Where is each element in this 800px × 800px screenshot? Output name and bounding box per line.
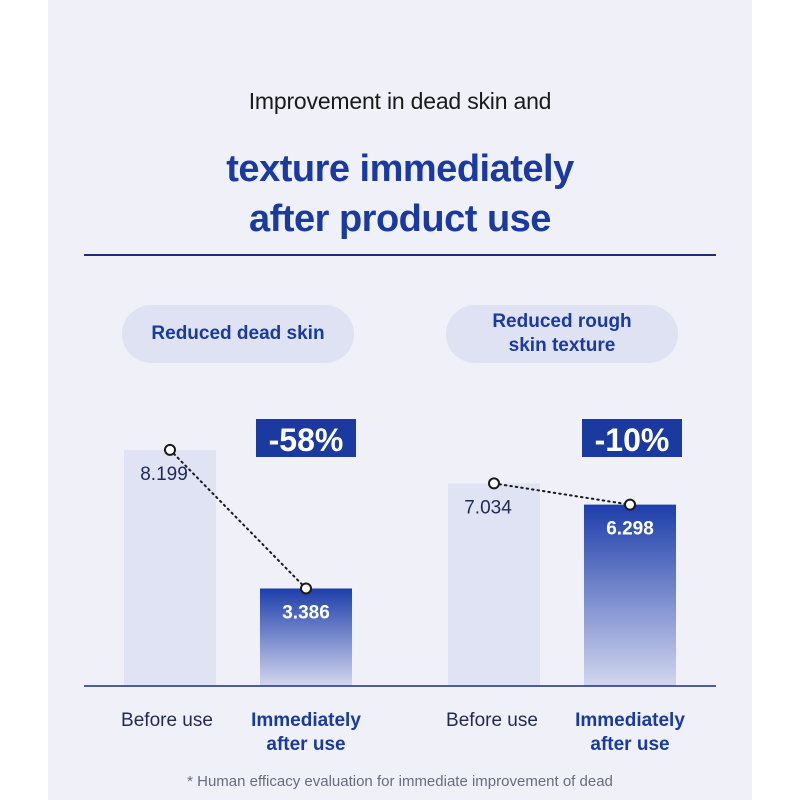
chart-2-value-label-2: 6.298 <box>606 519 654 540</box>
chart-2-connector-line <box>493 482 631 506</box>
chart-2-change-badge <box>582 419 682 457</box>
chart-1-marker-2 <box>300 582 312 595</box>
chart-1-change-label: -58% <box>269 422 344 458</box>
headline: texture immediately after product use <box>0 144 800 244</box>
chart-1-title-pill: Reduced dead skin <box>122 305 354 363</box>
chart-2-value-label-1: 7.034 <box>464 497 512 518</box>
headline-line-1: texture immediately <box>226 148 574 190</box>
divider-line <box>84 254 716 256</box>
chart-1-value-label-2: 3.386 <box>282 602 330 623</box>
chart-1-title: Reduced dead skin <box>151 323 325 344</box>
chart-2-bar-before <box>448 483 540 686</box>
chart-1-marker-1 <box>164 443 176 456</box>
chart-1-category-label-2: Immediately after use <box>251 710 361 755</box>
chart-2-bar-after <box>584 504 676 686</box>
chart-2-title-pill: Reduced rough skin texture <box>446 305 678 363</box>
chart-2-marker-1 <box>488 477 500 490</box>
chart-1-value-label-1: 8.199 <box>140 464 188 485</box>
chart-1-change-badge <box>256 419 356 457</box>
chart-2-marker-2 <box>624 498 636 511</box>
chart-2-title: Reduced rough skin texture <box>492 311 632 356</box>
chart-1-bar-before <box>124 449 216 686</box>
chart-2-change-label: -10% <box>595 422 670 458</box>
chart-2-category-label-1: Before use <box>446 710 538 731</box>
chart-1-connector-line <box>169 448 307 590</box>
chart-2-category-label-2: Immediately after use <box>575 710 685 755</box>
headline-line-2: after product use <box>249 198 551 240</box>
chart-1-category-label-1: Before use <box>121 710 213 731</box>
chart-1-bar-after <box>260 588 352 686</box>
heading-intro: Improvement in dead skin and <box>248 88 552 114</box>
footnote: * Human efficacy evaluation for immediat… <box>187 773 613 790</box>
